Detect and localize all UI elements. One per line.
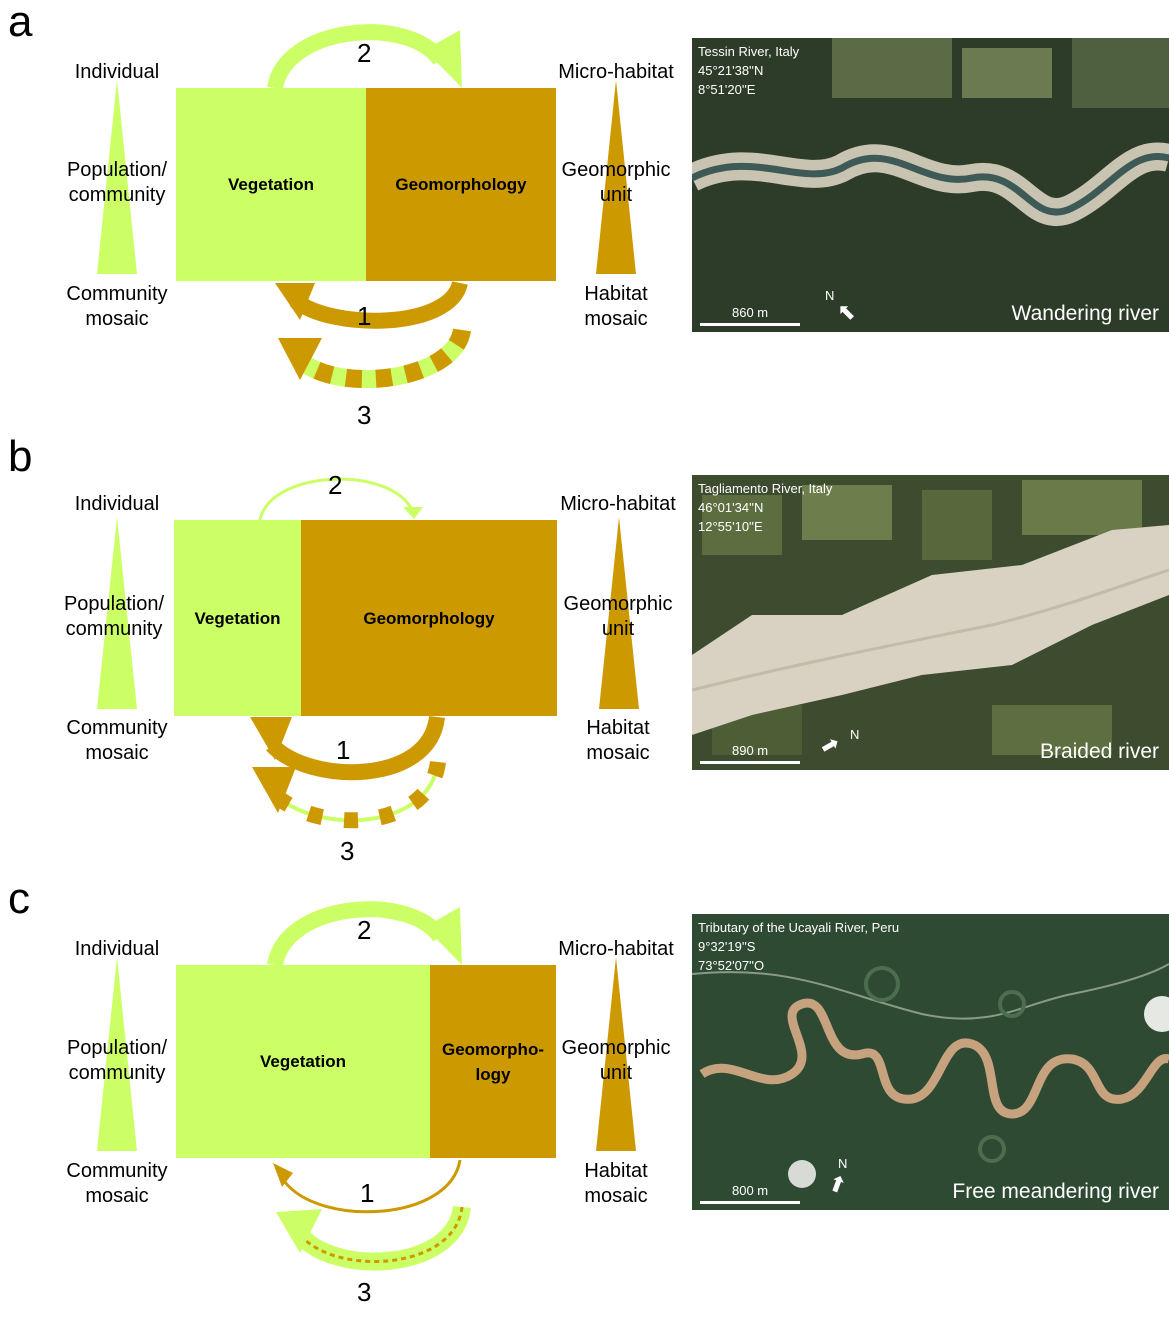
arrow-1-label: 1 xyxy=(336,737,350,763)
scale-bar xyxy=(700,1201,800,1204)
arrow-1-label: 1 xyxy=(360,1180,374,1206)
scale-micro-habitat: Micro-habitat xyxy=(551,60,681,85)
scale-population: Population/ community xyxy=(54,592,174,642)
north-label: N xyxy=(838,1156,847,1171)
arrow-1-head xyxy=(273,1163,293,1187)
scale-habitat-mosaic: Habitat mosaic xyxy=(551,1159,681,1209)
scale-bar-label: 890 m xyxy=(732,743,768,758)
scale-population: Population/ community xyxy=(57,158,177,208)
arrow-2-label: 2 xyxy=(357,917,371,943)
scale-habitat-mosaic: Habitat mosaic xyxy=(553,716,683,766)
scale-geomorphic-unit: Geomorphic unit xyxy=(551,1036,681,1086)
arrow-3-label: 3 xyxy=(357,1279,371,1305)
scale-community-mosaic: Community mosaic xyxy=(57,282,177,332)
scale-population: Population/ community xyxy=(57,1036,177,1086)
panel-c: c Individual Population/ community Commu… xyxy=(0,897,1169,1327)
arrow-1 xyxy=(295,283,460,321)
panel-b: b Individual Population/ community Commu… xyxy=(0,455,1169,885)
north-label: N xyxy=(825,288,834,303)
arrow-1-label: 1 xyxy=(357,303,371,329)
scale-geomorphic-unit: Geomorphic unit xyxy=(553,592,683,642)
scale-bar-label: 860 m xyxy=(732,305,768,320)
arrow-3-base xyxy=(298,1207,462,1262)
scale-habitat-mosaic: Habitat mosaic xyxy=(551,282,681,332)
arrow-2-label: 2 xyxy=(357,40,371,66)
scale-individual: Individual xyxy=(57,492,177,517)
scale-individual: Individual xyxy=(57,937,177,962)
scale-bar xyxy=(700,761,800,764)
river-type-label: Free meandering river xyxy=(952,1181,1159,1202)
scale-community-mosaic: Community mosaic xyxy=(57,716,177,766)
geomorphology-box: Geomorphology xyxy=(301,520,557,716)
scale-bar-label: 800 m xyxy=(732,1183,768,1198)
river-photo: Tributary of the Ucayali River, Peru 9°3… xyxy=(692,914,1169,1210)
scale-individual: Individual xyxy=(57,60,177,85)
scale-micro-habitat: Micro-habitat xyxy=(553,492,683,517)
river-type-label: Braided river xyxy=(1040,741,1159,762)
geomorphology-box: Geomorpho- logy xyxy=(430,965,556,1158)
river-photo: Tagliamento River, Italy 46°01'34''N 12°… xyxy=(692,475,1169,770)
scale-bar xyxy=(700,323,800,326)
vegetation-box: Vegetation xyxy=(174,520,301,716)
geomorphology-box: Geomorphology xyxy=(366,88,556,281)
scale-micro-habitat: Micro-habitat xyxy=(551,937,681,962)
arrow-1 xyxy=(272,717,437,772)
vegetation-box: Vegetation xyxy=(176,965,430,1158)
arrow-2-label: 2 xyxy=(328,472,342,498)
scale-community-mosaic: Community mosaic xyxy=(57,1159,177,1209)
river-type-label: Wandering river xyxy=(1012,303,1159,324)
photo-caption: Tributary of the Ucayali River, Peru 9°3… xyxy=(698,918,899,975)
north-label: N xyxy=(850,727,859,742)
arrow-2-head xyxy=(403,507,423,519)
photo-caption: Tessin River, Italy 45°21'38''N 8°51'20'… xyxy=(698,42,799,99)
scale-geomorphic-unit: Geomorphic unit xyxy=(551,158,681,208)
photo-caption: Tagliamento River, Italy 46°01'34''N 12°… xyxy=(698,479,832,536)
panel-a: a Individual Population/ community Commu… xyxy=(0,20,1169,450)
vegetation-box: Vegetation xyxy=(176,88,366,281)
arrow-3-label: 3 xyxy=(340,838,354,864)
arrow-3-label: 3 xyxy=(357,402,371,428)
river-photo: Tessin River, Italy 45°21'38''N 8°51'20'… xyxy=(692,38,1169,332)
